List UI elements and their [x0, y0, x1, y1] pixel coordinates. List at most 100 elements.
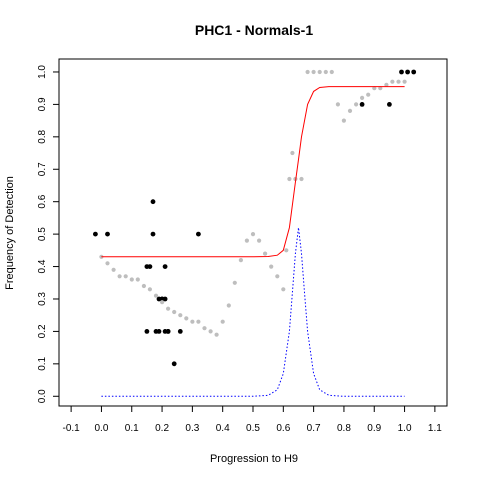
- x-tick-label: 0.1: [125, 423, 139, 434]
- smoothed-point: [360, 95, 365, 100]
- x-tick-label: 0.2: [155, 423, 169, 434]
- smoothed-point: [238, 258, 243, 263]
- x-tick-label: 0.3: [185, 423, 199, 434]
- y-tick-label: 0.3: [37, 292, 48, 306]
- y-tick-label: 1.0: [37, 65, 48, 79]
- data-point: [411, 69, 417, 75]
- smoothed-point: [354, 102, 359, 107]
- smoothed-point: [232, 280, 237, 285]
- smoothed-point: [378, 86, 383, 91]
- data-point: [150, 199, 156, 205]
- y-tick-label: 0.0: [37, 389, 48, 403]
- x-tick-label: 0.8: [337, 423, 351, 434]
- x-axis-label: Progression to H9: [210, 453, 298, 465]
- smoothed-point: [347, 108, 353, 113]
- smoothed-point: [329, 69, 334, 75]
- smoothed-point: [105, 261, 110, 266]
- smoothed-point: [281, 287, 286, 292]
- smoothed-point: [147, 287, 152, 292]
- smoothed-point: [299, 176, 304, 182]
- x-tick-label: 1.1: [428, 423, 442, 434]
- smoothed-point: [214, 332, 219, 337]
- smoothed-point: [117, 274, 122, 279]
- smoothed-point: [244, 238, 249, 243]
- y-tick-label: 0.9: [37, 97, 48, 111]
- smoothed-point: [257, 238, 262, 243]
- smoothed-point: [287, 176, 292, 182]
- x-tick-label: 0.7: [307, 423, 321, 434]
- smoothed-point: [160, 300, 165, 305]
- smoothed-point: [402, 79, 407, 84]
- smoothed-point: [172, 309, 177, 315]
- chart-title: PHC1 - Normals-1: [195, 22, 313, 38]
- smoothed-point: [184, 316, 189, 321]
- smoothed-point: [390, 79, 395, 84]
- smoothed-point: [226, 303, 231, 308]
- smoothed-point: [208, 329, 213, 334]
- y-axis: 0.0 0.1 0.2 0.3 0.4 0.5 0.6 0.7 0.8 0.9 1.0: [37, 65, 59, 403]
- data-point: [405, 69, 410, 75]
- data-point: [162, 296, 168, 302]
- y-tick-label: 0.6: [37, 194, 48, 208]
- data-point: [177, 329, 183, 334]
- data-point: [171, 361, 177, 367]
- smoothed-point: [396, 79, 401, 84]
- density-line: [101, 227, 405, 397]
- y-tick-label: 0.4: [37, 259, 48, 273]
- x-tick-label: 0.9: [367, 423, 381, 434]
- plot-area: [93, 69, 417, 397]
- smoothed-point: [135, 277, 140, 282]
- smoothed-point: [305, 69, 310, 75]
- y-tick-label: 0.1: [37, 356, 48, 370]
- smoothed-point: [190, 319, 195, 324]
- y-tick-label: 0.8: [37, 129, 48, 143]
- data-point: [147, 264, 153, 269]
- data-point: [196, 231, 201, 237]
- smoothed-point: [284, 248, 289, 253]
- smoothed-point: [166, 306, 171, 311]
- x-axis: -0.1 0.0 0.1 0.2 0.3 0.4 0.5 0.6 0.7 0.8 0.9 1.0 1.1: [63, 406, 442, 434]
- data-point: [399, 69, 404, 75]
- smoothed-point: [269, 264, 274, 269]
- smoothed-point: [335, 102, 340, 107]
- smoothed-point: [202, 326, 207, 331]
- x-tick-label: 0.0: [94, 423, 108, 434]
- smoothed-point: [275, 274, 280, 279]
- smoothed-point: [372, 86, 377, 91]
- x-tick-label: 0.5: [246, 423, 260, 434]
- smoothed-point: [250, 232, 256, 237]
- smoothed-point: [153, 293, 159, 298]
- smoothed-point: [311, 69, 316, 75]
- y-tick-label: 0.5: [37, 227, 48, 241]
- smoothed-point: [341, 118, 346, 123]
- smoothed-point: [317, 69, 322, 75]
- x-tick-label: 0.6: [276, 423, 290, 434]
- data-point: [359, 102, 365, 107]
- data-point: [156, 329, 162, 334]
- data-point: [93, 231, 98, 237]
- smoothed-point: [129, 277, 134, 282]
- data-point: [165, 329, 171, 334]
- smoothed-point: [196, 319, 201, 324]
- fit-line: [101, 86, 405, 258]
- smoothed-point: [220, 319, 225, 324]
- smoothed-point: [290, 150, 295, 156]
- x-tick-label: -0.1: [63, 423, 81, 434]
- y-tick-label: 0.7: [37, 162, 48, 176]
- data-point: [387, 102, 392, 107]
- smoothed-point: [123, 274, 128, 279]
- smoothed-point: [384, 82, 389, 87]
- smoothed-point: [111, 267, 116, 272]
- data-point: [150, 231, 156, 237]
- data-point: [144, 329, 150, 334]
- data-point: [105, 231, 110, 237]
- data-point: [162, 264, 168, 269]
- x-tick-label: 0.4: [216, 423, 230, 434]
- smoothed-point: [366, 92, 371, 97]
- smoothed-point: [141, 283, 146, 289]
- y-axis-label: Frequency of Detection: [4, 176, 16, 290]
- smoothed-point: [263, 251, 268, 256]
- smoothed-point: [323, 69, 328, 75]
- smoothed-point: [178, 313, 183, 318]
